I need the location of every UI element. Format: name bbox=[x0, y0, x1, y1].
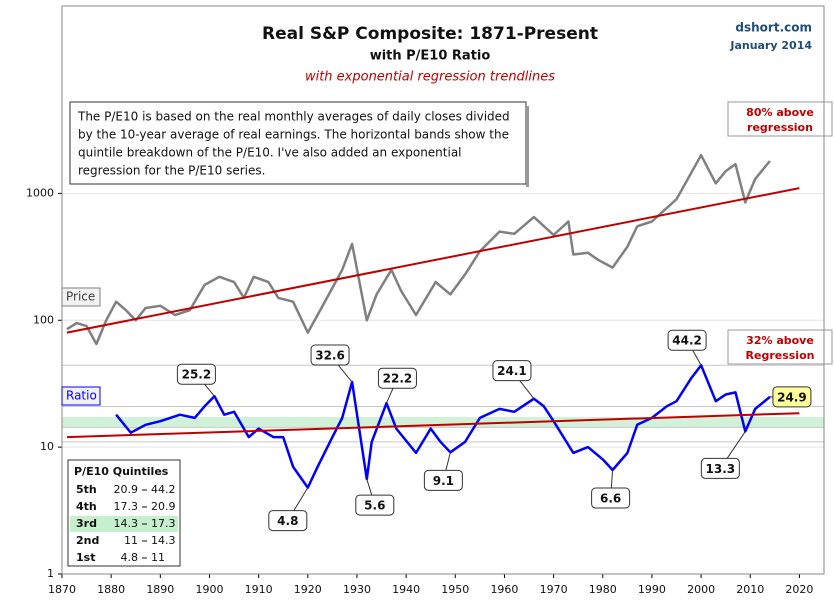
series-line bbox=[115, 363, 771, 489]
trendline bbox=[66, 187, 800, 334]
callout-box bbox=[700, 457, 740, 479]
quintile-name: 4th bbox=[76, 500, 97, 513]
callout-box bbox=[176, 363, 216, 385]
x-tick-label: 2000 bbox=[687, 583, 715, 596]
quintile-name: 5th bbox=[76, 483, 97, 496]
trend-label: 80% above regression bbox=[746, 106, 814, 134]
trend-label: 32% above Regression bbox=[746, 334, 815, 362]
x-tick-label: 1880 bbox=[97, 583, 125, 596]
series-label: Ratio bbox=[66, 389, 97, 403]
note-shadow bbox=[526, 106, 529, 187]
x-tick-label: 1960 bbox=[490, 583, 518, 596]
quintile-high: 20.9 bbox=[151, 500, 176, 513]
quintile-name: 2nd bbox=[76, 534, 99, 547]
callout-box bbox=[377, 367, 417, 389]
data-label: 13.3 bbox=[706, 462, 736, 476]
x-tick-label: 1940 bbox=[392, 583, 420, 596]
note-line: by the 10-year average of real earnings.… bbox=[78, 128, 509, 142]
callout-box bbox=[772, 386, 812, 408]
quintile-high: 14.3 bbox=[151, 534, 176, 547]
y-tick-label: 10 bbox=[40, 440, 54, 453]
series-line bbox=[66, 153, 771, 346]
note-line: The P/E10 is based on the real monthly a… bbox=[77, 110, 510, 124]
quintile-high: 17.3 bbox=[151, 517, 176, 530]
y-tick-label: 1 bbox=[47, 567, 54, 580]
quintile-low: 20.9 bbox=[114, 483, 139, 496]
quintile-name: 1st bbox=[76, 551, 95, 564]
series-label-box bbox=[61, 386, 101, 406]
x-tick-label: 1910 bbox=[245, 583, 273, 596]
x-tick-label: 1970 bbox=[540, 583, 568, 596]
series-label-box bbox=[61, 287, 101, 307]
callout-box bbox=[268, 510, 308, 532]
quintile-low: 17.3 bbox=[114, 500, 139, 513]
quintile-low: 14.3 bbox=[114, 517, 139, 530]
quintile-box bbox=[67, 459, 181, 567]
data-label: 25.2 bbox=[182, 368, 212, 382]
data-label: 44.2 bbox=[672, 334, 702, 348]
x-tick-label: 1980 bbox=[589, 583, 617, 596]
x-tick-label: 2010 bbox=[736, 583, 764, 596]
data-label: 24.9 bbox=[777, 390, 807, 404]
chart-title: Real S&P Composite: 1871-Present bbox=[262, 24, 598, 44]
x-tick-label: 1920 bbox=[294, 583, 322, 596]
quintile-title: P/E10 Quintiles bbox=[74, 465, 169, 478]
data-label: 9.1 bbox=[433, 474, 454, 488]
x-tick-label: 1950 bbox=[441, 583, 469, 596]
quintile-low: 4.8 bbox=[121, 551, 139, 564]
source: dshort.com bbox=[735, 21, 812, 35]
trend-label-box bbox=[727, 101, 833, 137]
data-label: 32.6 bbox=[315, 349, 345, 363]
data-label: 24.1 bbox=[497, 364, 527, 378]
quintile-low: 11 bbox=[124, 534, 138, 547]
quintile-row-bg bbox=[70, 516, 178, 532]
data-label: 4.8 bbox=[277, 514, 298, 528]
date: January 2014 bbox=[729, 39, 812, 52]
quintile-high: 11 bbox=[151, 551, 165, 564]
chart-subtitle: with P/E10 Ratio bbox=[370, 49, 491, 64]
y-tick-label: 1000 bbox=[26, 186, 54, 199]
x-tick-label: 2020 bbox=[785, 583, 813, 596]
chart-subtitle-2: with exponential regression trendlines bbox=[305, 70, 555, 85]
callout-box bbox=[492, 360, 532, 382]
note-line: quintile breakdown of the P/E10. I've al… bbox=[78, 146, 462, 160]
callout-box bbox=[667, 329, 707, 351]
callout-box bbox=[591, 487, 631, 509]
data-label: 6.6 bbox=[600, 492, 621, 506]
x-tick-label: 1990 bbox=[638, 583, 666, 596]
quintile-band bbox=[62, 416, 824, 428]
x-tick-label: 1930 bbox=[343, 583, 371, 596]
note-box bbox=[69, 101, 527, 185]
trend-label-box bbox=[727, 329, 833, 365]
x-tick-label: 1900 bbox=[195, 583, 223, 596]
callout-box bbox=[355, 494, 395, 516]
data-label: 22.2 bbox=[383, 372, 413, 386]
callout-box bbox=[310, 344, 350, 366]
callout-box bbox=[423, 469, 463, 491]
data-label: 5.6 bbox=[364, 499, 385, 513]
series-label: Price bbox=[66, 290, 95, 304]
note-line: regression for the P/E10 series. bbox=[78, 164, 265, 178]
x-tick-label: 1870 bbox=[48, 583, 76, 596]
y-tick-label: 100 bbox=[33, 313, 54, 326]
trendline bbox=[66, 412, 800, 439]
x-tick-label: 1890 bbox=[146, 583, 174, 596]
quintile-name: 3rd bbox=[76, 517, 97, 530]
quintile-high: 44.2 bbox=[151, 483, 176, 496]
